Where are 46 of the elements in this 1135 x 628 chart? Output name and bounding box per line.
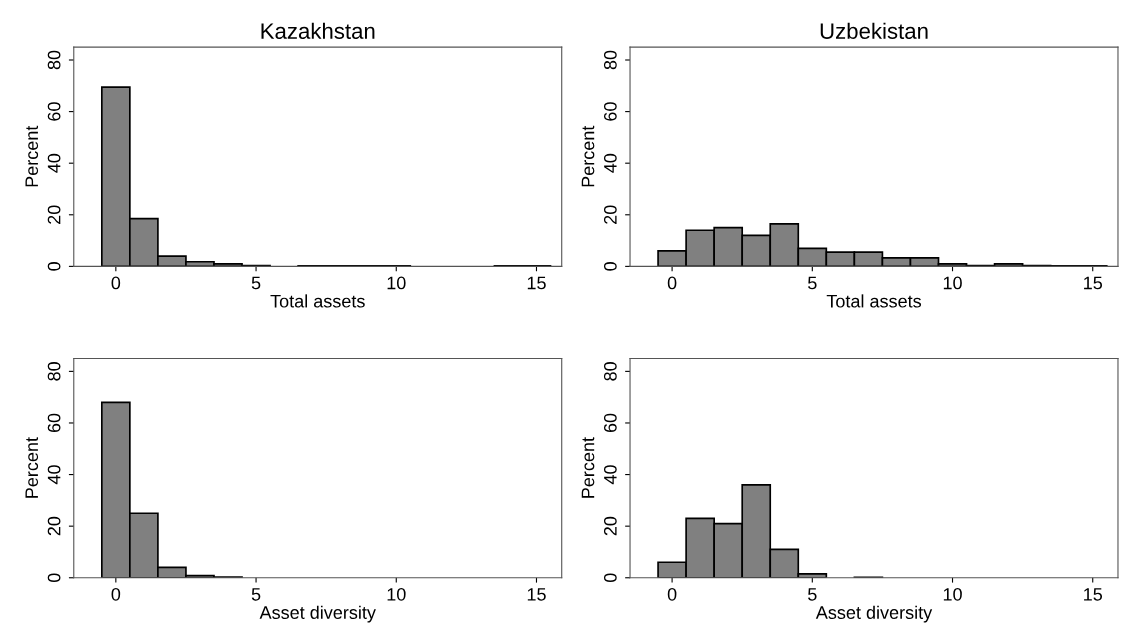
y-tick-label: 0 <box>603 262 617 271</box>
chart-title: Kazakhstan <box>261 22 375 39</box>
y-tick-label: 0 <box>47 262 61 271</box>
y-tick-label: 40 <box>47 153 61 173</box>
y-tick-label: 60 <box>603 102 617 121</box>
x-tick-label: 10 <box>943 276 962 290</box>
x-axis-title: Total assets <box>826 294 922 308</box>
x-tick-label: 15 <box>527 276 546 290</box>
y-tick-label: 20 <box>47 516 61 536</box>
x-tick-label: 0 <box>667 276 677 290</box>
y-tick-label: 40 <box>603 153 617 173</box>
x-axis-title: Total assets <box>270 294 365 308</box>
y-tick-label: 80 <box>603 50 617 70</box>
x-tick-label: 0 <box>667 587 677 601</box>
x-tick-label: 10 <box>387 276 406 290</box>
y-tick-label: 80 <box>47 362 61 381</box>
y-tick-label: 80 <box>47 50 61 70</box>
y-tick-label: 80 <box>603 362 617 381</box>
y-tick-label: 20 <box>47 205 61 224</box>
x-axis-title: Asset diversity <box>815 605 933 623</box>
y-tick-label: 0 <box>603 573 617 583</box>
x-tick-label: 5 <box>808 276 817 290</box>
y-axis-title: Percent <box>581 125 595 187</box>
y-tick-label: 60 <box>47 102 61 121</box>
x-tick-label: 10 <box>943 587 962 601</box>
y-tick-label: 40 <box>603 465 617 485</box>
x-tick-label: 15 <box>1084 588 1103 601</box>
x-tick-label: 15 <box>1084 276 1103 290</box>
x-tick-label: 5 <box>251 276 261 290</box>
x-tick-label: 15 <box>527 588 546 601</box>
chart-title: Uzbekistan <box>820 22 928 39</box>
x-axis-title: Asset diversity <box>259 605 376 623</box>
y-tick-label: 20 <box>603 516 617 536</box>
x-tick-label: 0 <box>111 587 121 601</box>
x-tick-label: 10 <box>387 587 406 601</box>
y-tick-label: 60 <box>603 413 617 433</box>
x-tick-label: 5 <box>808 588 817 601</box>
y-tick-label: 0 <box>47 573 61 583</box>
y-tick-label: 20 <box>603 205 617 224</box>
x-tick-label: 0 <box>111 276 121 290</box>
y-tick-label: 60 <box>47 413 61 433</box>
y-tick-label: 40 <box>47 465 61 485</box>
y-axis-title: Percent <box>25 125 39 187</box>
x-tick-label: 5 <box>251 588 261 601</box>
y-axis-title: Percent <box>25 437 39 498</box>
y-axis-title: Percent <box>581 437 595 498</box>
